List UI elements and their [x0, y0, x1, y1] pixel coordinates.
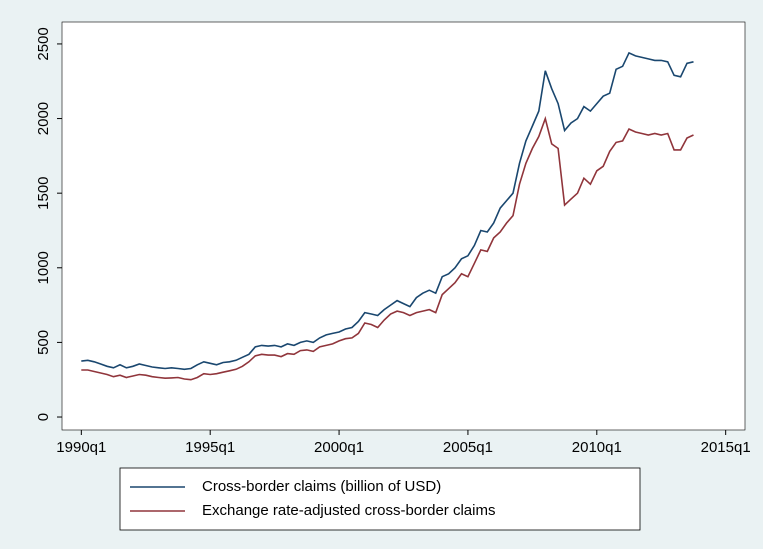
x-tick-label: 1995q1 — [185, 439, 235, 456]
series-line — [81, 51, 694, 371]
y-tick-label: 2500 — [35, 27, 52, 60]
y-tick-label: 0 — [35, 413, 52, 421]
plot-area — [61, 21, 746, 431]
y-tick-label: 1500 — [35, 176, 52, 209]
legend-label: Cross-border claims (billion of USD) — [202, 478, 441, 495]
y-tick-label: 2000 — [35, 102, 52, 135]
x-tick-label: 2005q1 — [443, 439, 493, 456]
x-tick-label: 2000q1 — [314, 439, 364, 456]
x-tick-label: 2010q1 — [572, 439, 622, 456]
y-tick-label: 500 — [35, 330, 52, 355]
x-tick-label: 1990q1 — [56, 439, 106, 456]
legend-label: Exchange rate-adjusted cross-border clai… — [202, 502, 495, 519]
legend-box — [119, 467, 641, 531]
y-tick-label: 1000 — [35, 251, 52, 284]
x-tick-label: 2015q1 — [701, 439, 751, 456]
series-line — [81, 115, 694, 381]
